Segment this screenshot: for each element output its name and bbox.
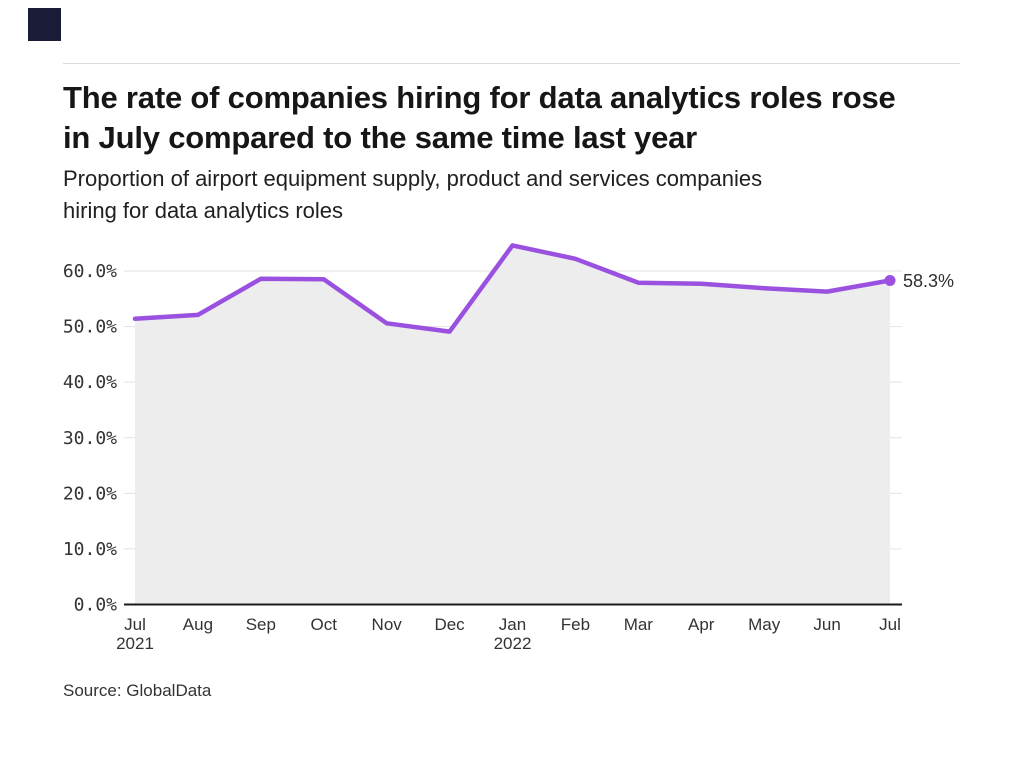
page-subtitle-line-1: Proportion of airport equipment supply, … [63, 166, 763, 191]
svg-text:Dec: Dec [434, 615, 465, 634]
end-point-marker [884, 274, 896, 286]
svg-text:2021: 2021 [116, 634, 154, 653]
svg-text:Feb: Feb [561, 615, 590, 634]
page-title: The rate of companies hiring for data an… [63, 78, 963, 158]
page-subtitle: Proportion of airport equipment supply, … [63, 163, 963, 227]
svg-text:0.0%: 0.0% [74, 595, 118, 616]
x-axis-labels: Jul Aug Sep Oct Nov Dec Jan Feb Mar Apr May Jun Jul2… [116, 615, 901, 653]
end-value-label: 58.3% [903, 271, 954, 291]
svg-text:Nov: Nov [372, 615, 403, 634]
separator-line [63, 63, 960, 64]
globaldata-logo-square [28, 8, 61, 41]
svg-text:May: May [748, 615, 781, 634]
svg-text:Mar: Mar [624, 615, 654, 634]
svg-text:50.0%: 50.0% [63, 317, 117, 338]
page-title-line-2: in July compared to the same time last y… [63, 120, 698, 155]
svg-text:Sep: Sep [246, 615, 276, 634]
svg-text:2022: 2022 [494, 634, 532, 653]
svg-text:Oct: Oct [311, 615, 338, 634]
chart-area: 58.3% 0.0% 10.0% 20.0% 30.0% 40.0% 50.0% 60.0% J… [0, 235, 1024, 665]
chart-svg: 58.3% 0.0% 10.0% 20.0% 30.0% 40.0% 50.0% 60.0% J… [63, 243, 954, 653]
area-fill [135, 245, 890, 605]
svg-text:60.0%: 60.0% [63, 261, 117, 282]
svg-text:Apr: Apr [688, 615, 715, 634]
svg-text:Aug: Aug [183, 615, 213, 634]
svg-text:10.0%: 10.0% [63, 539, 117, 560]
svg-text:Jul: Jul [879, 615, 901, 634]
page-subtitle-line-2: hiring for data analytics roles [63, 198, 344, 223]
trend-line [132, 243, 893, 334]
svg-text:Jun: Jun [813, 615, 840, 634]
source-text: Source: GlobalData [63, 681, 212, 700]
svg-text:20.0%: 20.0% [63, 483, 117, 504]
page-title-line-1: The rate of companies hiring for data an… [63, 80, 896, 115]
svg-text:30.0%: 30.0% [63, 428, 117, 449]
svg-text:Jul: Jul [124, 615, 146, 634]
svg-text:Jan: Jan [499, 615, 526, 634]
svg-text:40.0%: 40.0% [63, 372, 117, 393]
y-axis-labels: 0.0% 10.0% 20.0% 30.0% 40.0% 50.0% 60.0% [63, 261, 117, 615]
